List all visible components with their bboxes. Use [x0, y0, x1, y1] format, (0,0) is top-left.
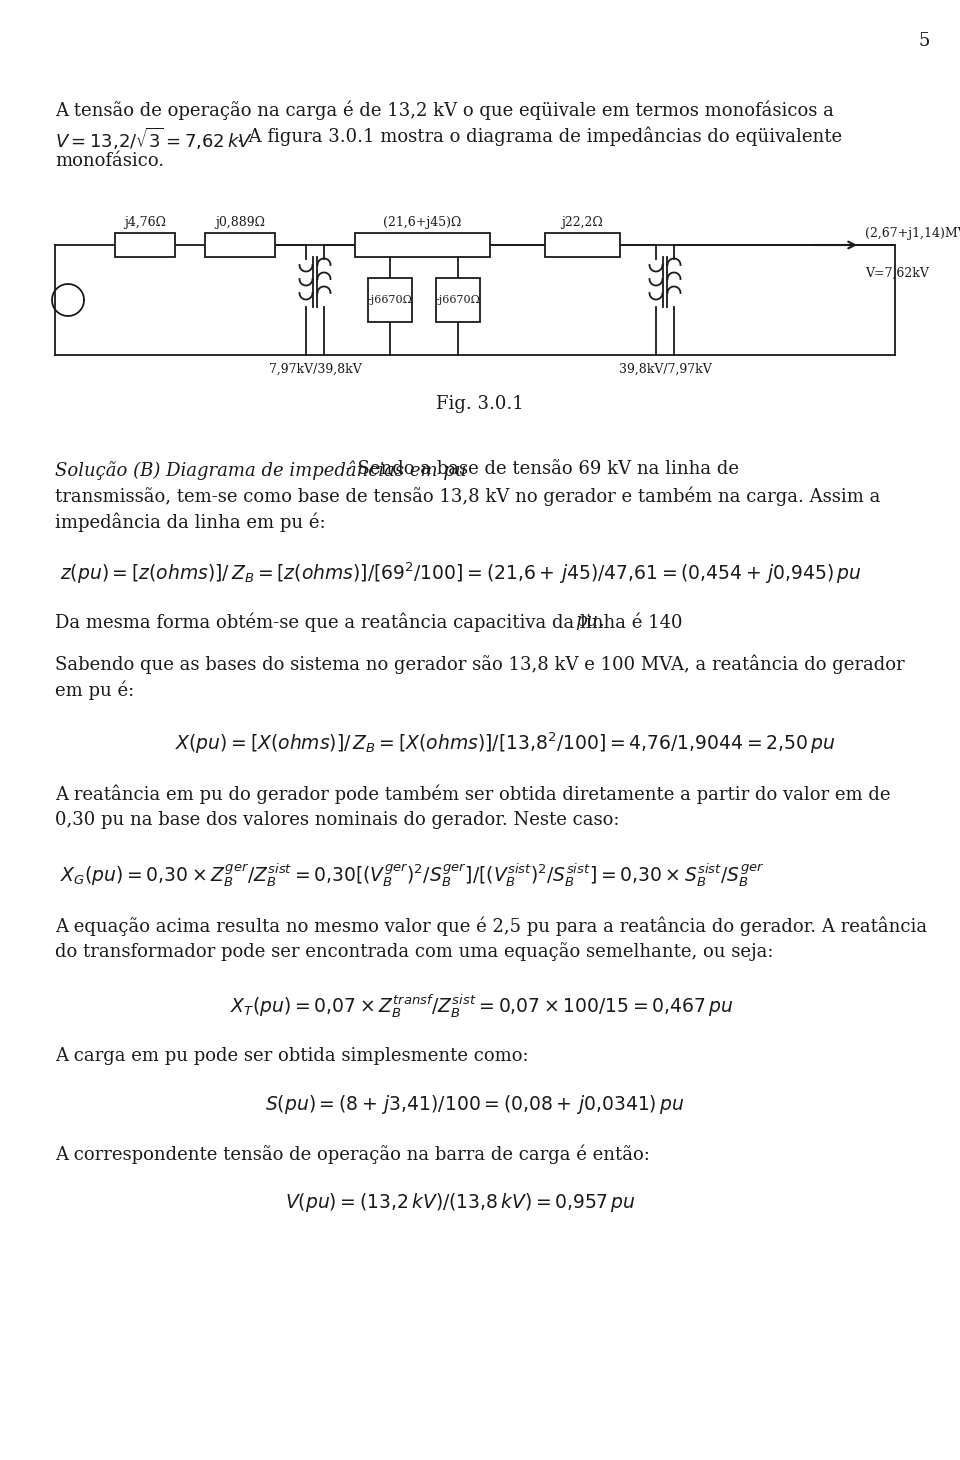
- Text: em pu é:: em pu é:: [55, 680, 134, 699]
- Bar: [115, 234, 175, 257]
- Text: $X_T(pu) = 0{,}07\times Z_B^{transf}/Z_B^{sist} = 0{,}07\times 100/15 = 0{,}467\: $X_T(pu) = 0{,}07\times Z_B^{transf}/Z_B…: [230, 991, 733, 1019]
- Bar: [368, 277, 412, 323]
- Text: A reatância em pu do gerador pode também ser obtida diretamente a partir do valo: A reatância em pu do gerador pode também…: [55, 785, 891, 804]
- Text: A equação acima resulta no mesmo valor que é 2,5 pu para a reatância do gerador.: A equação acima resulta no mesmo valor q…: [55, 915, 927, 936]
- Text: Fig. 3.0.1: Fig. 3.0.1: [436, 396, 524, 413]
- Bar: [355, 234, 490, 257]
- Text: -j6670Ω: -j6670Ω: [436, 295, 480, 305]
- Text: A tensão de operação na carga é de 13,2 kV o que eqüivale em termos monofásicos : A tensão de operação na carga é de 13,2 …: [55, 99, 834, 120]
- Text: $V = 13{,}2/\sqrt{3} = 7{,}62\,kV$: $V = 13{,}2/\sqrt{3} = 7{,}62\,kV$: [55, 126, 252, 152]
- Text: $X(pu) = [X(ohms)]/\,Z_B = [X(ohms)]/[13{,}8^2/100] = 4{,}76/1{,}9044 = 2{,}50\,: $X(pu) = [X(ohms)]/\,Z_B = [X(ohms)]/[13…: [175, 730, 835, 755]
- Text: (21,6+j45)Ω: (21,6+j45)Ω: [383, 216, 462, 229]
- Text: $S(pu) = (8+\,j3{,}41)/100 = (0{,}08+\,j0{,}0341)\,pu$: $S(pu) = (8+\,j3{,}41)/100 = (0{,}08+\,j…: [265, 1094, 684, 1115]
- Text: impedância da linha em pu é:: impedância da linha em pu é:: [55, 512, 325, 531]
- Text: j4,76Ω: j4,76Ω: [124, 216, 166, 229]
- Text: transmissão, tem-se como base de tensão 13,8 kV no gerador e também na carga. As: transmissão, tem-se como base de tensão …: [55, 486, 880, 505]
- Bar: [436, 277, 480, 323]
- Text: 0,30 pu na base dos valores nominais do gerador. Neste caso:: 0,30 pu na base dos valores nominais do …: [55, 810, 619, 829]
- Text: . A figura 3.0.1 mostra o diagrama de impedâncias do eqüivalente: . A figura 3.0.1 mostra o diagrama de im…: [237, 126, 842, 146]
- Text: A carga em pu pode ser obtida simplesmente como:: A carga em pu pode ser obtida simplesmen…: [55, 1047, 529, 1064]
- Text: Sabendo que as bases do sistema no gerador são 13,8 kV e 100 MVA, a reatância do: Sabendo que as bases do sistema no gerad…: [55, 654, 904, 673]
- Text: monofásico.: monofásico.: [55, 152, 164, 169]
- Text: 7,97kV/39,8kV: 7,97kV/39,8kV: [269, 364, 361, 377]
- Text: .: .: [598, 612, 604, 631]
- Text: $z(pu) = [z(ohms)]/\,Z_B = [z(ohms)]/[69^2/100] = (21{,}6+\,j45)/47{,}61 = (0{,}: $z(pu) = [z(ohms)]/\,Z_B = [z(ohms)]/[69…: [60, 561, 862, 585]
- Text: Da mesma forma obtém-se que a reatância capacitiva da linha é 140: Da mesma forma obtém-se que a reatância …: [55, 612, 688, 632]
- Bar: [205, 234, 275, 257]
- Text: j0,889Ω: j0,889Ω: [215, 216, 265, 229]
- Text: $V(pu) = (13{,}2\,kV)/(13{,}8\,kV) = 0{,}957\,pu$: $V(pu) = (13{,}2\,kV)/(13{,}8\,kV) = 0{,…: [285, 1191, 636, 1215]
- Text: V=7,62kV: V=7,62kV: [865, 267, 929, 280]
- Bar: [545, 234, 620, 257]
- Text: pu: pu: [575, 612, 598, 631]
- Text: - Sendo a base de tensão 69 kV na linha de: - Sendo a base de tensão 69 kV na linha …: [340, 460, 739, 477]
- Text: 5: 5: [919, 32, 930, 50]
- Text: $X_G(pu) = 0{,}30\times Z_B^{ger}/Z_B^{sist} = 0{,}30[(V_B^{ger})^2/S_B^{ger}]/[: $X_G(pu) = 0{,}30\times Z_B^{ger}/Z_B^{s…: [60, 861, 764, 889]
- Text: 39,8kV/7,97kV: 39,8kV/7,97kV: [618, 364, 711, 377]
- Text: Solução (B) Diagrama de impedâncias em pu: Solução (B) Diagrama de impedâncias em p…: [55, 460, 467, 479]
- Text: (2,67+j1,14)MVA: (2,67+j1,14)MVA: [865, 226, 960, 239]
- Text: j22,2Ω: j22,2Ω: [562, 216, 604, 229]
- Text: -j6670Ω: -j6670Ω: [368, 295, 413, 305]
- Text: do transformador pode ser encontrada com uma equação semelhante, ou seja:: do transformador pode ser encontrada com…: [55, 942, 774, 961]
- Text: A correspondente tensão de operação na barra de carga é então:: A correspondente tensão de operação na b…: [55, 1145, 650, 1165]
